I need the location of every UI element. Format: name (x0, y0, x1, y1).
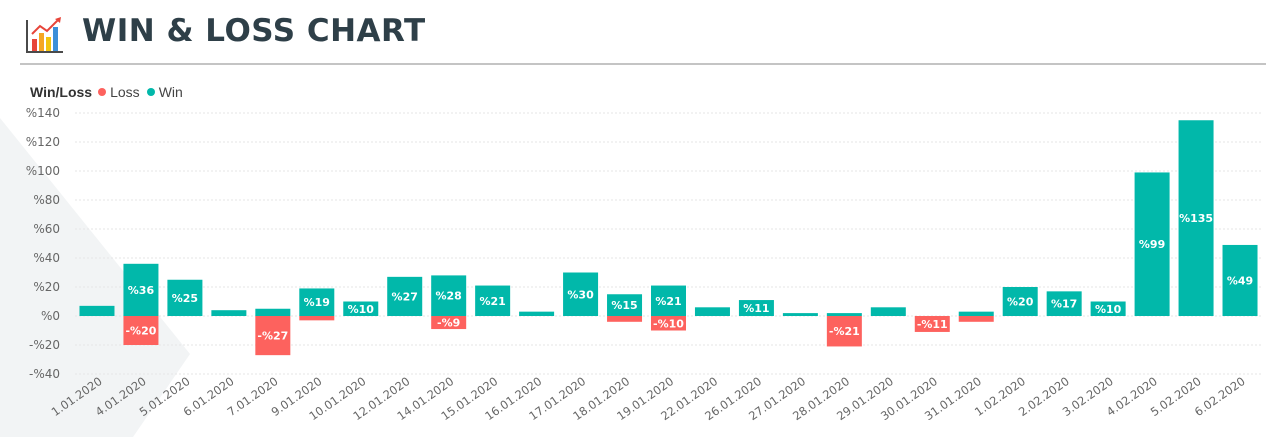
win-data-label: %10 (348, 303, 375, 316)
win-bar (870, 307, 906, 316)
win-bar (563, 272, 599, 316)
legend-item-win[interactable]: Win (146, 84, 183, 100)
win-bar (387, 276, 423, 316)
win-data-label: %19 (304, 296, 330, 309)
y-tick-label: %100 (26, 164, 60, 178)
win-data-label: %17 (1051, 298, 1077, 311)
win-data-label: %10 (1095, 303, 1122, 316)
win-bar (738, 300, 774, 316)
legend-label-loss: Loss (110, 84, 140, 100)
report-header: WIN & LOSS CHART (0, 0, 1280, 66)
win-loss-bar-chart: %140%120%100%80%60%40%20%0-%20-%401.01.2… (26, 106, 1262, 423)
y-tick-label: %60 (33, 222, 60, 236)
win-bar (211, 310, 247, 316)
y-tick-label: -%40 (29, 367, 60, 381)
win-data-label: %28 (436, 290, 462, 303)
y-tick-label: %20 (33, 280, 60, 294)
chart-legend: Win/Loss Loss Win (30, 83, 190, 101)
win-bar (782, 313, 818, 316)
page-title: WIN & LOSS CHART (82, 13, 426, 49)
win-data-label: %135 (1179, 212, 1213, 225)
win-bar (607, 294, 643, 316)
win-bar (343, 301, 379, 316)
y-tick-label: %0 (41, 309, 60, 323)
win-data-label: %49 (1227, 274, 1253, 287)
win-bar (79, 305, 115, 316)
win-data-label: %27 (392, 290, 418, 303)
win-bar (1134, 172, 1170, 316)
win-bar (958, 311, 994, 316)
header-divider (20, 63, 1266, 65)
loss-bar (431, 316, 467, 330)
win-data-label: %25 (172, 292, 198, 305)
win-bar (475, 285, 511, 316)
win-data-label: %99 (1139, 238, 1165, 251)
legend-dot-loss (98, 88, 107, 96)
loss-bar (299, 316, 335, 321)
win-bar (1178, 120, 1214, 316)
loss-data-label: -%9 (437, 317, 460, 330)
bar-chart-trend-icon (26, 17, 63, 53)
loss-data-label: -%10 (653, 317, 684, 330)
legend-dot-win (146, 88, 155, 96)
loss-data-label: -%20 (125, 325, 156, 338)
legend-item-loss[interactable]: Loss (98, 84, 140, 100)
win-bar (1002, 287, 1038, 316)
win-bar (299, 288, 335, 316)
win-bar (123, 263, 159, 316)
win-bar (694, 307, 730, 316)
win-data-label: %36 (128, 284, 155, 297)
y-tick-label: -%20 (29, 338, 60, 352)
loss-bar (958, 316, 994, 322)
win-bar (651, 285, 686, 316)
win-bar (1222, 244, 1258, 316)
win-bar (826, 313, 862, 316)
y-tick-label: %40 (33, 251, 60, 265)
win-data-label: %15 (611, 299, 637, 312)
win-data-label: %20 (1007, 296, 1034, 309)
win-data-label: %21 (479, 295, 505, 308)
win-bar (431, 275, 467, 316)
loss-bar (607, 316, 643, 322)
loss-data-label: -%27 (257, 330, 288, 343)
y-tick-label: %120 (26, 135, 60, 149)
win-bar (167, 279, 203, 316)
loss-data-label: -%21 (829, 325, 860, 338)
win-data-label: %30 (567, 288, 594, 301)
loss-bar (651, 316, 686, 331)
win-bar (255, 308, 291, 316)
win-data-label: %21 (655, 295, 681, 308)
y-tick-label: %80 (33, 193, 60, 207)
win-bar (1046, 291, 1082, 316)
loss-bar (914, 316, 950, 332)
loss-bar (255, 316, 291, 356)
loss-bar (123, 316, 159, 345)
loss-bar (826, 316, 862, 347)
y-tick-label: %140 (26, 106, 60, 120)
legend-label-win: Win (158, 84, 183, 100)
loss-data-label: -%11 (917, 318, 948, 331)
win-bar (519, 311, 555, 316)
win-data-label: %11 (743, 302, 769, 315)
legend-title: Win/Loss (30, 84, 93, 100)
win-bar (1090, 301, 1126, 316)
